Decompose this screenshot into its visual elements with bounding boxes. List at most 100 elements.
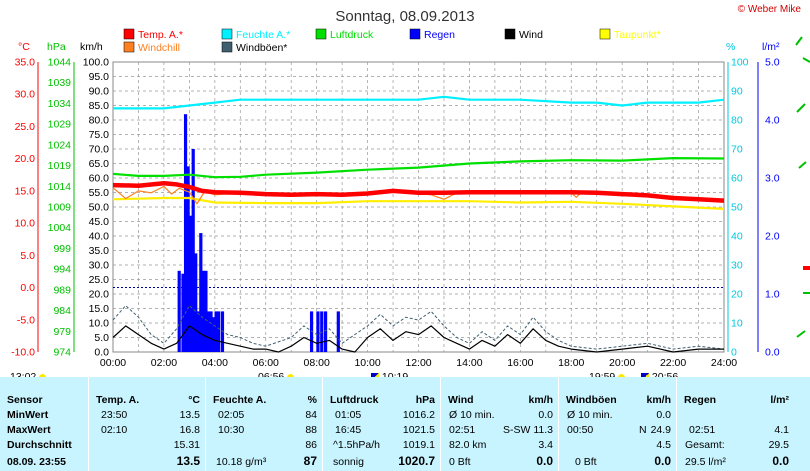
humidity-tick-label: 30 bbox=[731, 260, 743, 272]
series-feuchte-a-line bbox=[113, 95, 725, 110]
humidity-tick-label: 40 bbox=[731, 231, 743, 243]
wind-tick-label: 70.0 bbox=[89, 144, 110, 156]
legend-swatch-wind bbox=[504, 28, 516, 40]
humidity-column: Feuchte A. % 02:05 84 10:30 88 86 10.18 … bbox=[205, 377, 323, 471]
right-edge-decoration bbox=[795, 36, 810, 338]
gust-unit: km/h bbox=[646, 394, 671, 406]
legend-label-temp-a: Temp. A.* bbox=[138, 29, 183, 41]
pressure-forecast: sonnig bbox=[333, 456, 364, 468]
legend-swatch-temp-a bbox=[123, 28, 135, 40]
pressure-column: Luftdruck hPa 01:05 1016.2 16:45 1021.5 … bbox=[322, 377, 441, 471]
series-windb-en-line bbox=[112, 305, 725, 350]
wind-tick-label: 35.0 bbox=[89, 245, 110, 257]
rain-bar bbox=[191, 149, 195, 352]
wind-tick-label: 10.0 bbox=[89, 318, 110, 330]
series-temp-a-line bbox=[112, 180, 725, 203]
temp-max-value: 16.8 bbox=[179, 424, 200, 436]
minwert-label: MinWert bbox=[7, 409, 49, 421]
pressure-tick-label: 1024 bbox=[48, 139, 72, 151]
gust-header: Windböen bbox=[566, 394, 617, 406]
pressure-min-time: 01:05 bbox=[335, 409, 362, 421]
humidity-header: Feuchte A. bbox=[213, 394, 267, 406]
pressure-unit-label: hPa bbox=[47, 41, 66, 53]
x-tick-label: 00:00 bbox=[100, 357, 126, 369]
gust-max-time: 00:50 bbox=[567, 424, 594, 436]
temp-avg-value: 15.31 bbox=[173, 439, 200, 451]
pressure-max-time: 16:45 bbox=[335, 424, 362, 436]
wind-unit: km/h bbox=[528, 394, 553, 406]
pressure-tick-label: 1034 bbox=[48, 98, 72, 110]
legend-label-luftdruck: Luftdruck bbox=[330, 29, 374, 41]
rain-bar bbox=[177, 270, 181, 352]
wind-tick-label: 15.0 bbox=[89, 303, 110, 315]
temp-unit: °C bbox=[188, 394, 200, 406]
x-tick-label: 24:00 bbox=[711, 357, 737, 369]
rain-bar bbox=[189, 215, 193, 352]
pressure-trend: ^1.5hPa/h bbox=[333, 439, 380, 451]
gust-column: Windböen km/h Ø 10 min. 0.0 00:50 N 24.9… bbox=[558, 377, 677, 471]
current-time-label: 08.09. 23:55 bbox=[7, 456, 66, 468]
pressure-avg-value: 1019.1 bbox=[402, 439, 435, 451]
legend-label-feuchte-a: Feuchte A.* bbox=[236, 29, 290, 41]
pressure-tick-label: 1044 bbox=[48, 57, 72, 69]
legend-swatch-luftdruck bbox=[315, 28, 327, 40]
gust-max-direction: N bbox=[639, 424, 647, 436]
rain-bar bbox=[211, 317, 216, 352]
copyright-label: © Weber Mike bbox=[738, 4, 802, 15]
stats-row-labels: Sensor MinWert MaxWert Durchschnitt 08.0… bbox=[0, 377, 88, 471]
pressure-max-value: 1021.5 bbox=[402, 424, 435, 436]
wind-tick-label: 80.0 bbox=[89, 115, 110, 127]
rain-tick-label: 0.0 bbox=[765, 347, 780, 359]
pressure-tick-label: 1014 bbox=[48, 181, 72, 193]
pressure-header: Luftdruck bbox=[330, 394, 379, 406]
humidity-current-value: 87 bbox=[303, 454, 317, 468]
wind-tick-label: 0.0 bbox=[94, 347, 109, 359]
rain-tick-label: 2.0 bbox=[765, 231, 780, 243]
rain-bar bbox=[186, 166, 190, 352]
rain-bar bbox=[316, 311, 320, 352]
rain-bar bbox=[206, 311, 211, 352]
wind-tick-label: 40.0 bbox=[89, 231, 110, 243]
wind-avg10-label: Ø 10 min. bbox=[449, 409, 495, 421]
temp-tick-label: 10.0 bbox=[15, 218, 36, 230]
gust-beaufort: 0 Bft bbox=[575, 456, 597, 468]
wind-current-value: 0.0 bbox=[536, 454, 553, 468]
temp-tick-label: 30.0 bbox=[15, 89, 36, 101]
legend-label-regen: Regen bbox=[424, 29, 455, 41]
chart-plot-area bbox=[112, 95, 725, 353]
humidity-absolute: 10.18 g/m³ bbox=[216, 456, 267, 468]
legend-swatch-taupunkt bbox=[599, 28, 611, 40]
gust-max-value: 24.9 bbox=[650, 424, 671, 436]
rain-tick-label: 5.0 bbox=[765, 57, 780, 69]
chart-axes: -10.0 -5.0 0.0 5.0 10.0 15.0 20.0 25.0 30.0 35.0 9… bbox=[11, 57, 780, 370]
legend-label-wind: Wind bbox=[519, 29, 543, 41]
pressure-tick-label: 1029 bbox=[48, 119, 72, 131]
wind-tick-label: 100.0 bbox=[83, 57, 109, 69]
temp-column: Temp. A. °C 23:50 13.5 02:10 16.8 15.31 … bbox=[88, 377, 206, 471]
rain-bar bbox=[181, 273, 185, 352]
pressure-tick-label: 1019 bbox=[48, 160, 72, 172]
pressure-tick-label: 1009 bbox=[48, 202, 72, 214]
wind-tick-label: 95.0 bbox=[89, 71, 110, 83]
pressure-tick-label: 984 bbox=[53, 305, 71, 317]
rain-bar bbox=[214, 311, 218, 352]
temp-max-time: 02:10 bbox=[101, 424, 128, 436]
rain-unit-label: l/m² bbox=[762, 41, 780, 53]
wind-max-value: 11.3 bbox=[533, 424, 553, 436]
wind-tick-label: 25.0 bbox=[89, 274, 110, 286]
series-wind-line bbox=[112, 325, 724, 353]
wind-tick-label: 55.0 bbox=[89, 187, 110, 199]
temp-header: Temp. A. bbox=[96, 394, 140, 406]
humidity-tick-label: 100 bbox=[731, 57, 749, 69]
x-tick-label: 14:00 bbox=[456, 357, 482, 369]
gust-avg10-label: Ø 10 min. bbox=[567, 409, 613, 421]
wind-distance: 82.0 km bbox=[449, 439, 487, 451]
temp-tick-label: 15.0 bbox=[15, 185, 36, 197]
humidity-max-value: 88 bbox=[305, 424, 317, 436]
rain-bar bbox=[320, 311, 324, 352]
durchschnitt-label: Durchschnitt bbox=[7, 439, 72, 451]
wind-avg10-value: 0.0 bbox=[538, 409, 553, 421]
rain-max-time: 02:51 bbox=[689, 424, 716, 436]
wind-tick-label: 5.0 bbox=[94, 332, 109, 344]
wind-tick-label: 60.0 bbox=[89, 173, 110, 185]
